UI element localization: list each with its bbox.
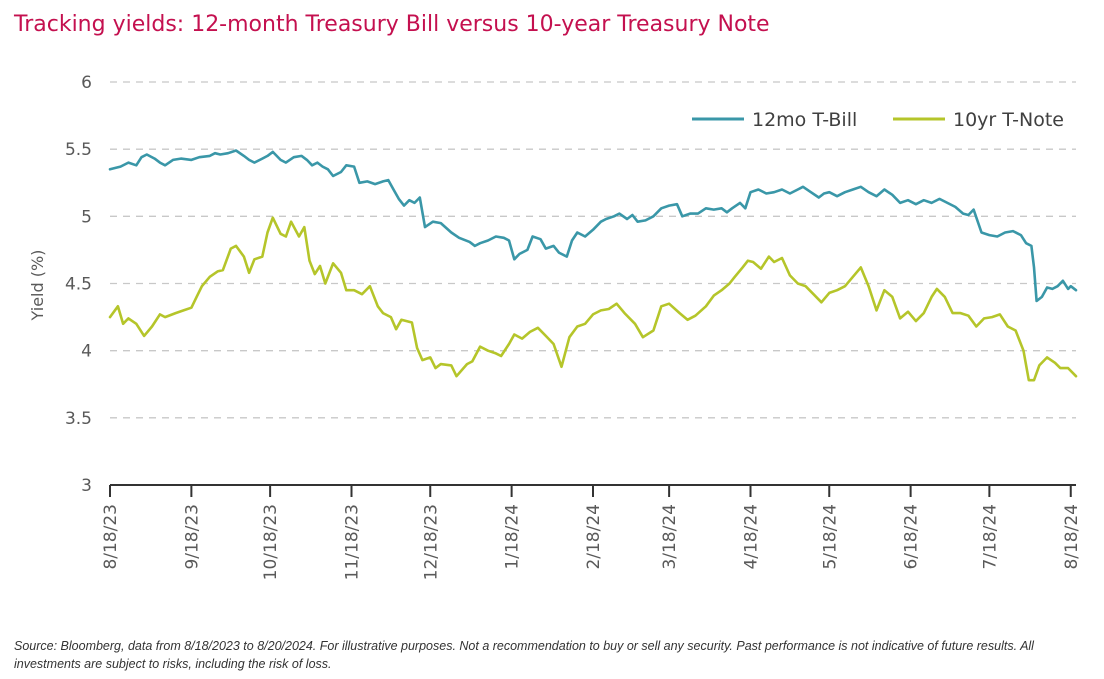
y-tick-label: 6: [81, 73, 92, 93]
x-tick-label: 11/18/23: [343, 504, 363, 580]
y-tick-label: 3: [81, 476, 92, 496]
x-tick-label: 4/18/24: [742, 504, 762, 570]
series-line-t-bill: [108, 149, 1078, 303]
chart-title: Tracking yields: 12-month Treasury Bill …: [14, 12, 770, 37]
x-axis: 8/18/23 9/18/23 10/18/23 11/18/23 12/18/23 1/…: [101, 484, 1082, 580]
legend-label: 12mo T-Bill: [752, 109, 857, 131]
legend: 12mo T-Bill 10yr T-Note: [692, 109, 1064, 131]
y-tick-label: 5.5: [65, 140, 92, 160]
x-tick-label: 6/18/24: [902, 504, 922, 570]
x-tick-label: 12/18/23: [421, 504, 441, 580]
x-tick-label: 1/18/24: [503, 504, 523, 570]
yield-chart: 8/18/23 9/18/23 10/18/23 11/18/23 12/18/23 1/…: [28, 73, 1082, 580]
gridlines: [110, 81, 1076, 419]
legend-label: 10yr T-Note: [953, 109, 1064, 131]
x-tick-label: 9/18/23: [182, 504, 202, 570]
y-axis-ticks: 3 3.5 4 4.5 5 5.5 6: [65, 73, 92, 496]
y-tick-label: 4: [81, 342, 92, 362]
x-tick-label: 2/18/24: [584, 504, 604, 570]
x-tick-label: 5/18/24: [820, 504, 840, 570]
x-tick-label: 8/18/24: [1062, 504, 1082, 570]
y-tick-label: 5: [81, 207, 92, 227]
series-line-t-note: [108, 216, 1078, 382]
x-tick-label: 8/18/23: [101, 504, 121, 570]
x-tick-label: 10/18/23: [261, 504, 281, 580]
y-tick-label: 3.5: [65, 409, 92, 429]
y-axis-title: Yield (%): [28, 250, 47, 322]
x-tick-label: 7/18/24: [980, 504, 1000, 570]
series-lines: [108, 149, 1078, 382]
y-tick-label: 4.5: [65, 275, 92, 295]
x-tick-label: 3/18/24: [660, 504, 680, 570]
footnote: Source: Bloomberg, data from 8/18/2023 t…: [14, 639, 1034, 671]
